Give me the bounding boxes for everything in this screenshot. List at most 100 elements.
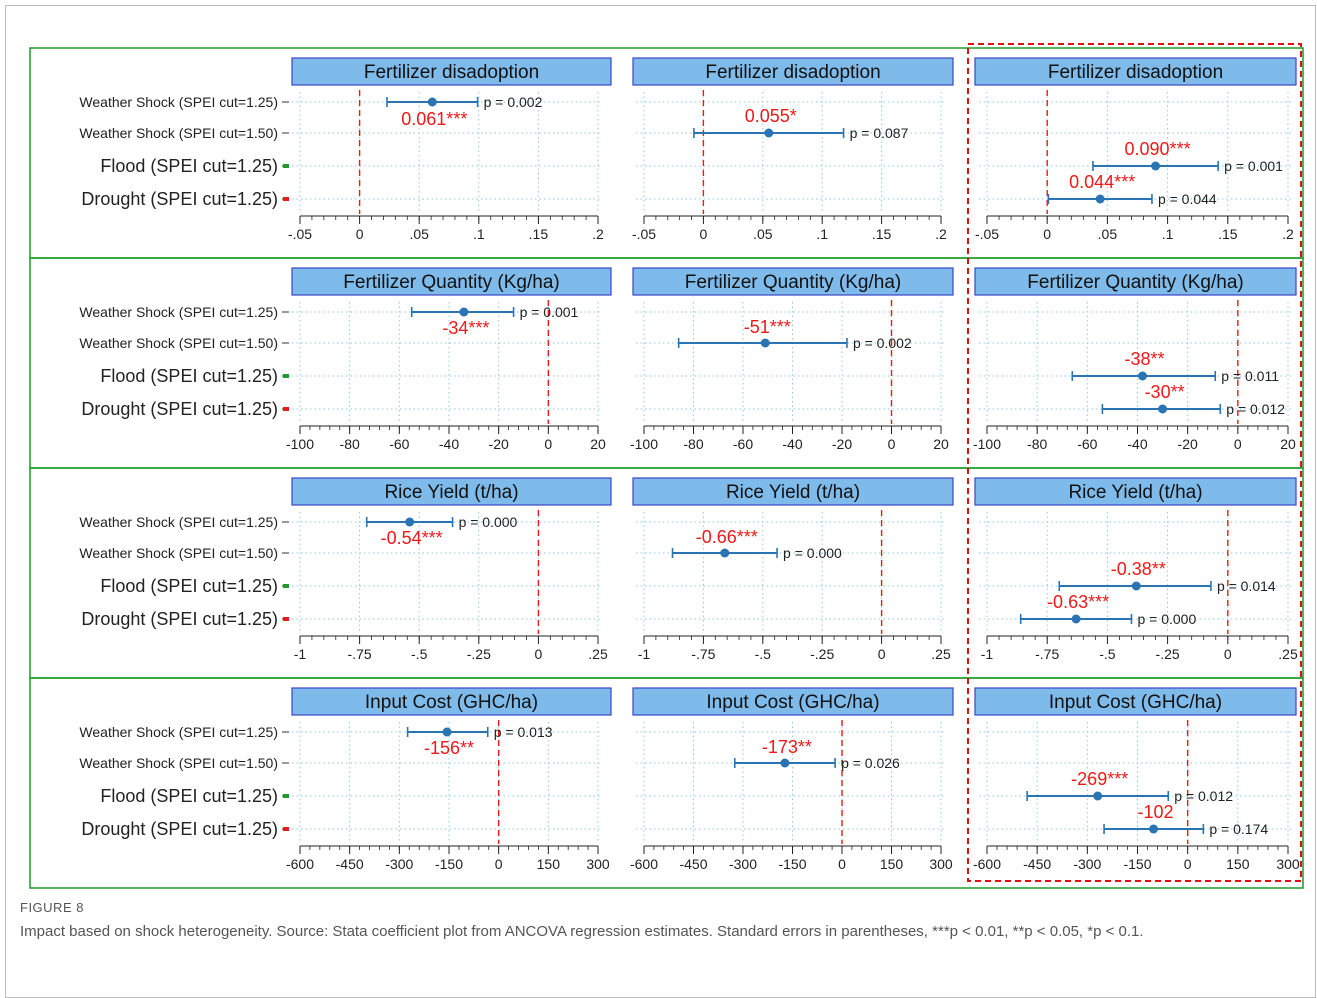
x-tick-label: .2	[1282, 226, 1294, 242]
x-tick-label: 0	[838, 856, 846, 872]
x-tick-label: -.25	[1156, 646, 1180, 662]
x-tick-label: .1	[816, 226, 828, 242]
row-label: Weather Shock (SPEI cut=1.50)	[79, 545, 278, 561]
x-tick-label: -600	[286, 856, 314, 872]
x-tick-label: -300	[385, 856, 413, 872]
coef-point	[1095, 194, 1105, 204]
coef-subplot: Fertilizer disadoption -.05 0 .05 .1 .15 .2 p =…	[974, 57, 1297, 242]
estimate-label: -269***	[1071, 769, 1128, 789]
x-tick-label: -.75	[691, 646, 715, 662]
x-tick-label: .15	[529, 226, 549, 242]
x-tick-label: 0	[544, 436, 552, 452]
coef-subplot: Input Cost (GHC/ha) -600 -450 -300 -150 0 150 3…	[973, 687, 1300, 872]
drought-marker	[283, 827, 289, 831]
panel-title: Fertilizer disadoption	[364, 62, 539, 83]
estimate-label: -173**	[762, 737, 812, 757]
row-label: Drought (SPEI cut=1.25)	[81, 399, 278, 419]
coef-point	[1071, 614, 1081, 624]
p-value-label: p = 0.174	[1209, 821, 1268, 837]
x-tick-label: -.5	[411, 646, 428, 662]
estimate-label: -0.63***	[1047, 592, 1109, 612]
panel-title: Fertilizer disadoption	[1048, 62, 1223, 83]
estimate-label: 0.044***	[1069, 172, 1135, 192]
row-label: Weather Shock (SPEI cut=1.50)	[79, 755, 278, 771]
coef-point	[1138, 371, 1148, 381]
panel-title: Fertilizer Quantity (Kg/ha)	[1027, 272, 1243, 293]
x-tick-label: -.75	[348, 646, 372, 662]
x-tick-label: .2	[592, 226, 604, 242]
x-tick-label: -20	[832, 436, 852, 452]
row-label: Weather Shock (SPEI cut=1.25)	[79, 304, 278, 320]
panel-title: Fertilizer disadoption	[705, 62, 880, 83]
x-tick-label: 300	[929, 856, 953, 872]
coef-subplot: Input Cost (GHC/ha) -600 -450 -300 -150 0 150 3…	[630, 687, 954, 872]
x-tick-label: 20	[933, 436, 949, 452]
panel-title: Input Cost (GHC/ha)	[365, 692, 538, 713]
x-tick-label: -100	[286, 436, 314, 452]
panel-title: Rice Yield (t/ha)	[726, 482, 860, 503]
row-label: Flood (SPEI cut=1.25)	[100, 576, 278, 596]
panel-title-box	[632, 687, 954, 716]
estimate-label: -38**	[1125, 349, 1165, 369]
estimate-label: -102	[1138, 802, 1174, 822]
panel-title-box	[974, 267, 1297, 296]
p-value-label: p = 0.013	[494, 724, 553, 740]
row-label: Weather Shock (SPEI cut=1.25)	[79, 514, 278, 530]
flood-marker	[283, 374, 289, 378]
panel-title-box	[291, 57, 612, 86]
coef-point	[1093, 791, 1103, 801]
x-tick-label: .05	[1098, 226, 1118, 242]
x-tick-label: -.5	[755, 646, 772, 662]
coef-point	[780, 758, 790, 768]
coef-subplot: Rice Yield (t/ha) -1 -.75 -.5 -.25 0 .25 p = 0.…	[632, 477, 954, 662]
panel-title-box	[291, 687, 612, 716]
x-tick-label: -300	[1073, 856, 1101, 872]
x-tick-label: -.25	[810, 646, 834, 662]
x-tick-label: -.05	[288, 226, 312, 242]
x-tick-label: -100	[630, 436, 658, 452]
x-tick-label: -60	[389, 436, 409, 452]
p-value-label: p = 0.014	[1217, 578, 1276, 594]
x-tick-label: 0	[535, 646, 543, 662]
x-tick-label: -150	[778, 856, 806, 872]
panel-title-box	[291, 477, 612, 506]
p-value-label: p = 0.044	[1158, 191, 1217, 207]
x-tick-label: -600	[973, 856, 1001, 872]
x-tick-label: 300	[586, 856, 610, 872]
flood-marker	[283, 164, 289, 168]
p-value-label: p = 0.000	[1137, 611, 1196, 627]
estimate-label: 0.055*	[745, 106, 797, 126]
estimate-label: -51***	[744, 317, 791, 337]
panel-title-box	[291, 267, 612, 296]
x-tick-label: .05	[753, 226, 773, 242]
drought-marker	[283, 617, 289, 621]
coef-point	[442, 727, 452, 737]
x-tick-label: 0	[888, 436, 896, 452]
x-tick-label: 150	[880, 856, 904, 872]
panel-title: Rice Yield (t/ha)	[384, 482, 518, 503]
panel-row: Weather Shock (SPEI cut=1.25) Weather Sho…	[79, 57, 1297, 242]
x-tick-label: 0	[1184, 856, 1192, 872]
x-tick-label: .15	[872, 226, 892, 242]
x-tick-label: 0	[1224, 646, 1232, 662]
coef-subplot: Rice Yield (t/ha) -1 -.75 -.5 -.25 0 .25 p = 0.…	[974, 477, 1298, 662]
estimate-label: -0.66***	[696, 527, 758, 547]
x-tick-label: -450	[336, 856, 364, 872]
panel-title-box	[974, 57, 1297, 86]
panel-row: Weather Shock (SPEI cut=1.25) Weather Sho…	[79, 477, 1298, 662]
panel-title: Rice Yield (t/ha)	[1068, 482, 1202, 503]
panel-row: Weather Shock (SPEI cut=1.25) Weather Sho…	[79, 687, 1300, 872]
coef-subplot: Fertilizer Quantity (Kg/ha) -100 -80 -60 -40…	[286, 267, 612, 452]
coef-subplot: Input Cost (GHC/ha) -600 -450 -300 -150 0 150 3…	[286, 687, 612, 872]
x-tick-label: 150	[537, 856, 561, 872]
coef-point	[427, 97, 437, 107]
p-value-label: p = 0.026	[841, 755, 900, 771]
coef-point	[760, 338, 770, 348]
p-value-label: p = 0.001	[1224, 158, 1283, 174]
x-tick-label: -40	[439, 436, 459, 452]
panel-title: Fertilizer Quantity (Kg/ha)	[685, 272, 901, 293]
x-tick-label: -600	[630, 856, 658, 872]
x-tick-label: 300	[1276, 856, 1300, 872]
estimate-label: -30**	[1145, 382, 1185, 402]
